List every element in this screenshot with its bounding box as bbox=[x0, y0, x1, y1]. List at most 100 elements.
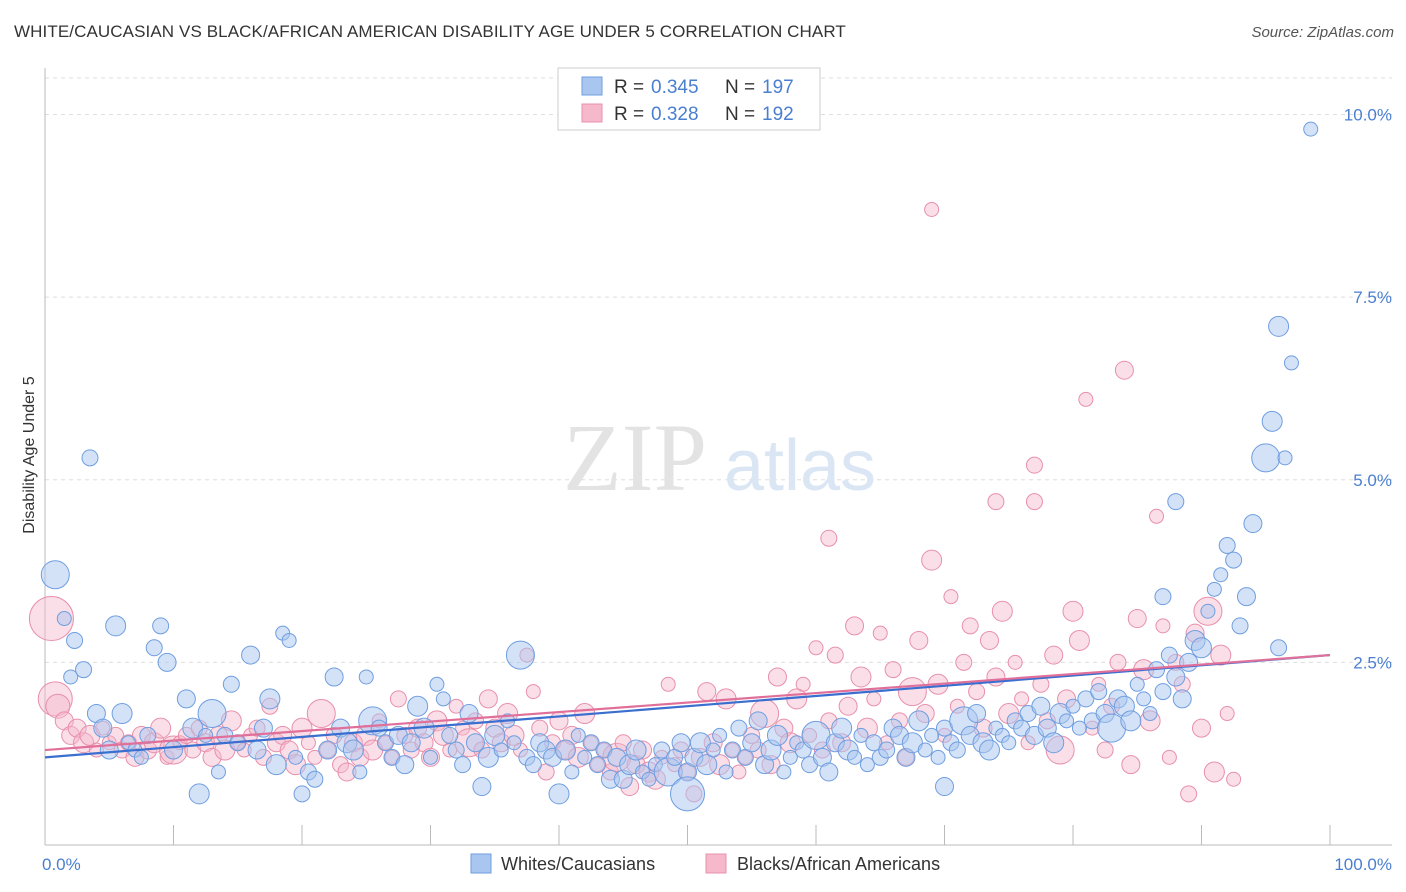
blue-data-point bbox=[831, 717, 853, 739]
blue-data-point bbox=[1059, 713, 1075, 729]
pink-data-point bbox=[1161, 749, 1177, 765]
pink-data-point bbox=[955, 653, 973, 671]
blue-data-point bbox=[653, 741, 671, 759]
blue-data-point bbox=[705, 742, 721, 758]
blue-data-point bbox=[247, 740, 267, 760]
blue-data-point bbox=[723, 741, 741, 759]
pink-data-point bbox=[838, 696, 858, 716]
pink-data-point bbox=[1025, 456, 1043, 474]
blue-data-point bbox=[1154, 588, 1172, 606]
watermark-atlas: atlas bbox=[724, 426, 876, 506]
x-tick-label: 0.0% bbox=[42, 855, 81, 874]
blue-data-point bbox=[589, 756, 607, 774]
pink-data-point bbox=[291, 717, 313, 739]
blue-data-point bbox=[819, 762, 839, 782]
pink-data-point bbox=[1121, 755, 1141, 775]
blue-data-point bbox=[210, 764, 226, 780]
blue-data-point bbox=[188, 783, 210, 805]
blue-data-point bbox=[853, 727, 869, 743]
blue-data-point bbox=[859, 757, 875, 773]
pink-data-point bbox=[767, 667, 787, 687]
pink-data-point bbox=[909, 630, 929, 650]
blue-data-point bbox=[1129, 676, 1145, 692]
blue-data-point bbox=[66, 631, 84, 649]
legend-n-label-1: N = bbox=[725, 77, 755, 98]
blue-data-point bbox=[1160, 646, 1178, 664]
pink-data-point bbox=[1180, 785, 1198, 803]
blue-data-point bbox=[395, 755, 415, 775]
legend-blue-swatch bbox=[581, 76, 603, 96]
pink-data-point bbox=[525, 684, 541, 700]
pink-data-point bbox=[37, 681, 73, 717]
blue-data-point bbox=[748, 711, 768, 731]
pink-data-point bbox=[1192, 718, 1211, 738]
y-tick-label: 7.5% bbox=[1353, 288, 1392, 307]
pink-trend-line bbox=[44, 653, 1331, 752]
blue-data-point bbox=[133, 749, 149, 765]
blue-data-point bbox=[370, 719, 388, 737]
blue-data-point bbox=[967, 704, 987, 724]
blue-data-point bbox=[505, 640, 535, 670]
blue-data-point bbox=[81, 449, 99, 467]
blue-data-point bbox=[1071, 720, 1087, 736]
pink-data-point bbox=[332, 756, 350, 774]
legend-n-label-2: N = bbox=[725, 104, 755, 125]
pink-data-point bbox=[549, 711, 569, 731]
blue-data-point bbox=[198, 727, 214, 743]
pink-data-point bbox=[731, 764, 747, 780]
pink-data-point bbox=[1219, 706, 1235, 722]
blue-data-point bbox=[1065, 698, 1081, 714]
blue-data-point bbox=[878, 741, 896, 759]
pink-data-point bbox=[1025, 493, 1043, 511]
pink-data-point bbox=[1068, 629, 1090, 651]
blue-data-point bbox=[429, 676, 445, 692]
pink-data-point bbox=[850, 666, 872, 688]
pink-data-point bbox=[660, 676, 676, 692]
x-tick-labels: 0.0% 100.0% bbox=[42, 855, 1392, 874]
blue-data-point bbox=[1136, 691, 1152, 707]
blue-data-point bbox=[978, 739, 1000, 761]
blue-data-point bbox=[1043, 732, 1065, 754]
bottom-legend-blue-swatch bbox=[470, 853, 492, 874]
blue-data-point bbox=[447, 741, 465, 759]
pink-data-point bbox=[697, 682, 717, 702]
blue-data-point bbox=[56, 611, 72, 627]
blue-data-point bbox=[718, 764, 734, 780]
blue-data-point bbox=[901, 732, 923, 754]
blue-data-point bbox=[1166, 667, 1186, 687]
blue-data-point bbox=[1154, 683, 1172, 701]
blue-data-point bbox=[1225, 551, 1243, 569]
blue-data-point bbox=[157, 652, 177, 672]
blue-data-point bbox=[1236, 587, 1256, 607]
blue-data-point bbox=[570, 727, 586, 743]
pink-data-point bbox=[808, 640, 824, 656]
blue-data-point bbox=[917, 742, 933, 758]
blue-data-point bbox=[75, 661, 93, 679]
bottom-legend-pink-swatch bbox=[705, 853, 727, 874]
blue-data-point bbox=[908, 710, 930, 732]
blue-data-point bbox=[318, 740, 338, 760]
blue-data-point bbox=[1303, 121, 1319, 137]
pink-data-point bbox=[1109, 653, 1127, 671]
blue-data-point bbox=[441, 726, 459, 744]
blue-data-point bbox=[1200, 603, 1216, 619]
pink-data-point bbox=[872, 625, 888, 641]
chart-title: WHITE/CAUCASIAN VS BLACK/AFRICAN AMERICA… bbox=[14, 22, 846, 41]
legend-r-value-1: 0.345 bbox=[651, 77, 699, 98]
pink-data-point bbox=[1078, 391, 1094, 407]
blue-data-point bbox=[689, 732, 711, 754]
y-tick-label: 5.0% bbox=[1353, 471, 1392, 490]
legend-r-value-2: 0.328 bbox=[651, 104, 699, 125]
blue-data-point bbox=[865, 734, 883, 752]
blue-data-point bbox=[847, 749, 863, 765]
legend: R = 0.345 N = 197 R = 0.328 N = 192 bbox=[557, 67, 821, 131]
pink-data-point bbox=[306, 699, 336, 729]
blue-data-point bbox=[935, 777, 954, 797]
blue-data-point bbox=[152, 617, 170, 635]
pink-data-point bbox=[389, 690, 407, 708]
blue-data-point bbox=[1268, 315, 1290, 337]
pink-data-point bbox=[478, 689, 498, 709]
blue-data-point bbox=[324, 667, 344, 687]
blue-data-point bbox=[1270, 639, 1288, 657]
